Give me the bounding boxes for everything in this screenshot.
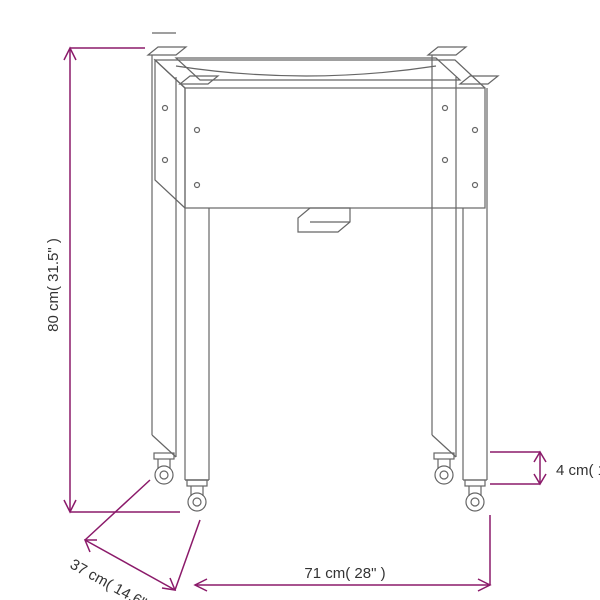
dimension-lines xyxy=(64,48,546,591)
dimension-diagram: 80 cm( 31.5" ) 4 cm( 1.6" ) 37 cm( 14.6"… xyxy=(0,0,600,600)
dim-caster xyxy=(490,452,546,484)
product-outline xyxy=(148,33,498,511)
label-height: 80 cm( 31.5" ) xyxy=(45,238,62,332)
label-width: 71 cm( 28" ) xyxy=(304,565,385,582)
dimension-labels: 80 cm( 31.5" ) 4 cm( 1.6" ) 37 cm( 14.6"… xyxy=(45,238,600,600)
caster-wheel xyxy=(154,453,174,484)
caster-wheel xyxy=(187,480,207,511)
caster-wheel xyxy=(434,453,454,484)
caster-wheel xyxy=(465,480,485,511)
label-depth: 37 cm( 14.6" ) xyxy=(67,556,157,600)
label-caster: 4 cm( 1.6" ) xyxy=(556,462,600,479)
dim-height xyxy=(64,48,180,512)
